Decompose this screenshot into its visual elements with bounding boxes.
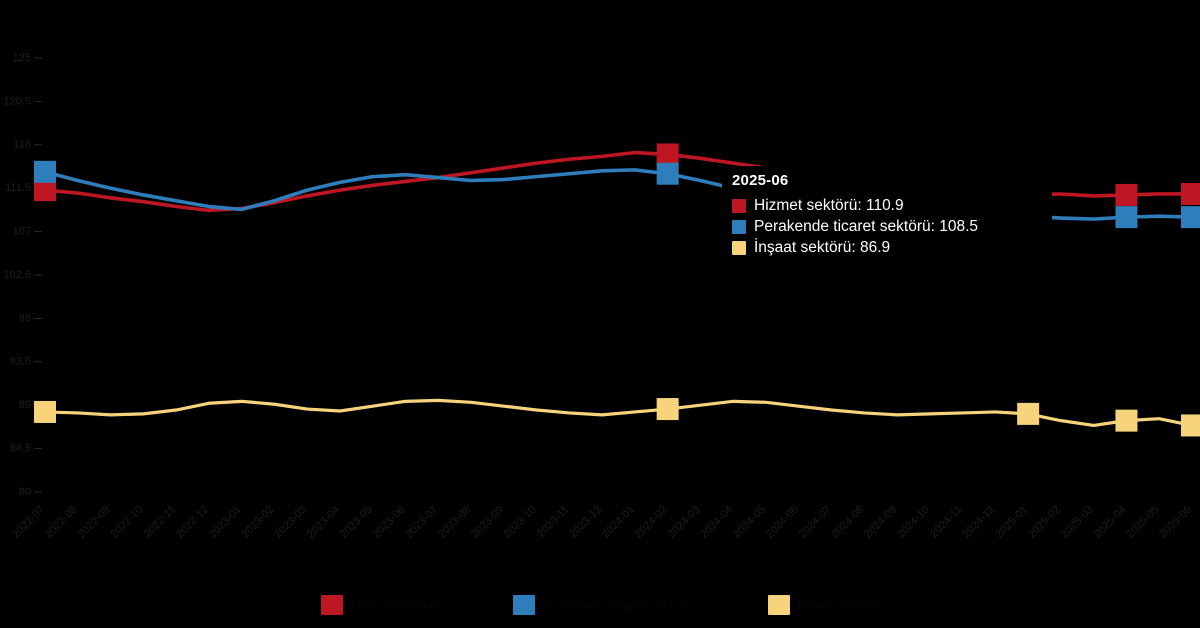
y-axis-tick-label: 93.5 [10, 356, 31, 368]
x-axis-tick-label: 2024-03 [666, 504, 703, 541]
data-point-marker[interactable] [1017, 402, 1040, 425]
y-axis: 125 120.5 116 111.5 107 102.5 98 93.5 89 84.5 80 [3, 52, 42, 498]
x-axis-tick-label: 2024-07 [797, 504, 834, 541]
x-axis-tick-label: 2023-01 [207, 504, 244, 541]
data-point-marker[interactable] [34, 400, 56, 423]
x-axis-tick-label: 2023-09 [469, 504, 506, 541]
x-axis-tick-label: 2022-07 [10, 504, 47, 541]
tooltip-swatch-hizmet [732, 198, 746, 213]
data-point-marker[interactable] [656, 398, 679, 421]
legend-label-insaat: İnşaat sektörü [797, 597, 880, 613]
data-point-marker[interactable] [1115, 206, 1138, 229]
y-axis-tick-label: 111.5 [5, 182, 31, 194]
x-axis-tick-label: 2023-12 [567, 504, 604, 541]
x-axis-tick-label: 2024-04 [698, 504, 735, 541]
x-axis-tick-label: 2023-03 [272, 504, 309, 541]
x-axis-tick-label: 2025-05 [1124, 504, 1161, 541]
x-axis-tick-label: 2022-11 [142, 504, 178, 540]
tooltip-label-perakende: Perakende ticaret sektörü: 108.5 [754, 218, 979, 235]
data-point-marker[interactable] [1181, 414, 1200, 437]
x-axis-tick-label: 2024-08 [829, 504, 866, 541]
x-axis-tick-label: 2023-05 [338, 504, 375, 541]
x-axis-tick-label: 2022-10 [108, 504, 145, 541]
y-axis-tick-label: 84.5 [10, 443, 31, 455]
legend-item-insaat[interactable]: İnşaat sektörü [767, 595, 880, 615]
y-axis-tick-label: 120.5 [3, 95, 31, 107]
x-axis-tick-label: 2024-11 [928, 504, 964, 540]
data-point-marker[interactable] [34, 160, 56, 183]
legend-item-hizmet[interactable]: Hizmet sektörü [320, 595, 438, 615]
x-axis-tick-label: 2025-02 [1026, 504, 1063, 541]
x-axis: 2022-072022-082022-092022-102022-112022-… [10, 504, 1194, 541]
x-axis-tick-label: 2022-08 [43, 504, 80, 541]
data-point-marker[interactable] [34, 179, 56, 202]
tooltip-title: 2025-06 [732, 172, 789, 189]
data-point-marker[interactable] [1115, 409, 1138, 432]
x-axis-tick-label: 2024-01 [600, 504, 637, 541]
y-axis-tick-label: 98 [19, 312, 31, 324]
x-axis-tick-label: 2023-04 [305, 504, 342, 541]
tooltip-swatch-insaat [732, 240, 746, 255]
x-axis-tick-label: 2023-06 [371, 504, 408, 541]
x-axis-tick-label: 2023-07 [403, 504, 440, 541]
data-point-marker[interactable] [656, 143, 679, 166]
legend-label-perakende: Perakende ticaret sektörü [543, 597, 692, 613]
x-axis-tick-label: 2024-09 [862, 504, 899, 541]
chart-legend: Hizmet sektörü Perakende ticaret sektörü… [0, 590, 1200, 620]
x-axis-tick-label: 2023-08 [436, 504, 473, 541]
y-axis-tick-label: 102.5 [3, 269, 31, 281]
x-axis-tick-label: 2023-10 [502, 504, 539, 541]
legend-label-hizmet: Hizmet sektörü [350, 597, 438, 613]
data-point-marker[interactable] [1115, 183, 1138, 206]
tooltip-row-hizmet: Hizmet sektörü: 110.9 [732, 196, 1042, 215]
x-axis-tick-label: 2024-05 [731, 504, 768, 541]
x-axis-tick-label: 2022-09 [76, 504, 113, 541]
tooltip-row-perakende: Perakende ticaret sektörü: 108.5 [732, 217, 1042, 236]
data-point-marker[interactable] [1181, 182, 1200, 205]
legend-swatch-insaat [767, 595, 790, 615]
legend-item-perakende[interactable]: Perakende ticaret sektörü [513, 595, 692, 615]
y-axis-tick-label: 89 [19, 399, 31, 411]
data-point-marker[interactable] [656, 162, 679, 185]
x-axis-tick-label: 2023-11 [535, 504, 571, 540]
x-axis-tick-label: 2024-10 [895, 504, 932, 541]
legend-swatch-hizmet [320, 595, 343, 615]
x-axis-tick-label: 2025-04 [1092, 504, 1129, 541]
x-axis-tick-label: 2025-03 [1059, 504, 1096, 541]
x-axis-tick-label: 2024-02 [633, 504, 670, 541]
x-axis-tick-label: 2024-12 [960, 504, 997, 541]
x-axis-tick-label: 2025-06 [1157, 504, 1194, 541]
data-point-marker[interactable] [1181, 206, 1200, 229]
tooltip-label-hizmet: Hizmet sektörü: 110.9 [754, 197, 904, 214]
series-line [43, 398, 1194, 428]
tooltip-row-insaat: İnşaat sektörü: 86.9 [732, 238, 1042, 257]
y-axis-tick-label: 116 [13, 139, 31, 151]
legend-swatch-perakende [513, 595, 536, 615]
y-axis-tick-label: 125 [13, 52, 31, 64]
y-axis-tick-label: 107 [13, 226, 31, 238]
x-axis-tick-label: 2023-02 [239, 504, 276, 541]
tooltip-label-insaat: İnşaat sektörü: 86.9 [754, 239, 891, 256]
x-axis-tick-label: 2022-12 [174, 504, 211, 541]
chart-tooltip: 2025-06 Hizmet sektörü: 110.9 Perakende … [722, 166, 1052, 267]
y-axis-tick-label: 80 [19, 486, 31, 498]
x-axis-tick-label: 2024-06 [764, 504, 801, 541]
tooltip-swatch-perakende [732, 219, 746, 234]
x-axis-tick-label: 2025-01 [993, 504, 1030, 541]
